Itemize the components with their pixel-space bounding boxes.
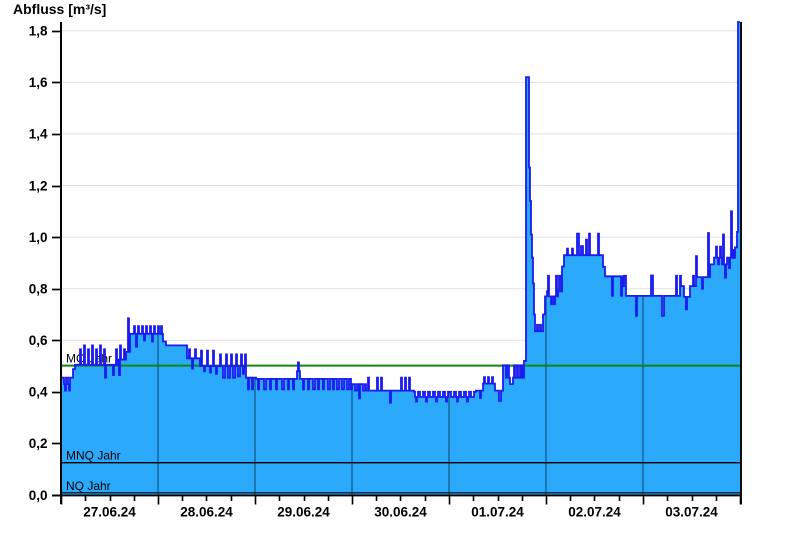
svg-text:0,0: 0,0 (29, 488, 48, 503)
svg-text:27.06.24: 27.06.24 (83, 505, 136, 520)
svg-text:1,4: 1,4 (29, 127, 48, 142)
svg-text:1,2: 1,2 (29, 178, 48, 193)
svg-text:30.06.24: 30.06.24 (374, 505, 427, 520)
svg-text:NQ Jahr: NQ Jahr (66, 479, 111, 493)
svg-text:03.07.24: 03.07.24 (665, 505, 718, 520)
svg-text:29.06.24: 29.06.24 (277, 505, 330, 520)
svg-text:01.07.24: 01.07.24 (471, 505, 524, 520)
svg-text:Abfluss [m³/s]: Abfluss [m³/s] (13, 1, 106, 17)
svg-text:1,0: 1,0 (29, 230, 48, 245)
svg-text:0,8: 0,8 (29, 282, 48, 297)
svg-text:MNQ Jahr: MNQ Jahr (66, 449, 121, 463)
svg-text:0,6: 0,6 (29, 333, 48, 348)
svg-text:02.07.24: 02.07.24 (568, 505, 621, 520)
svg-text:1,6: 1,6 (29, 75, 48, 90)
svg-text:1,8: 1,8 (29, 24, 48, 39)
svg-text:0,4: 0,4 (29, 385, 48, 400)
svg-text:0,2: 0,2 (29, 436, 48, 451)
svg-text:28.06.24: 28.06.24 (180, 505, 233, 520)
